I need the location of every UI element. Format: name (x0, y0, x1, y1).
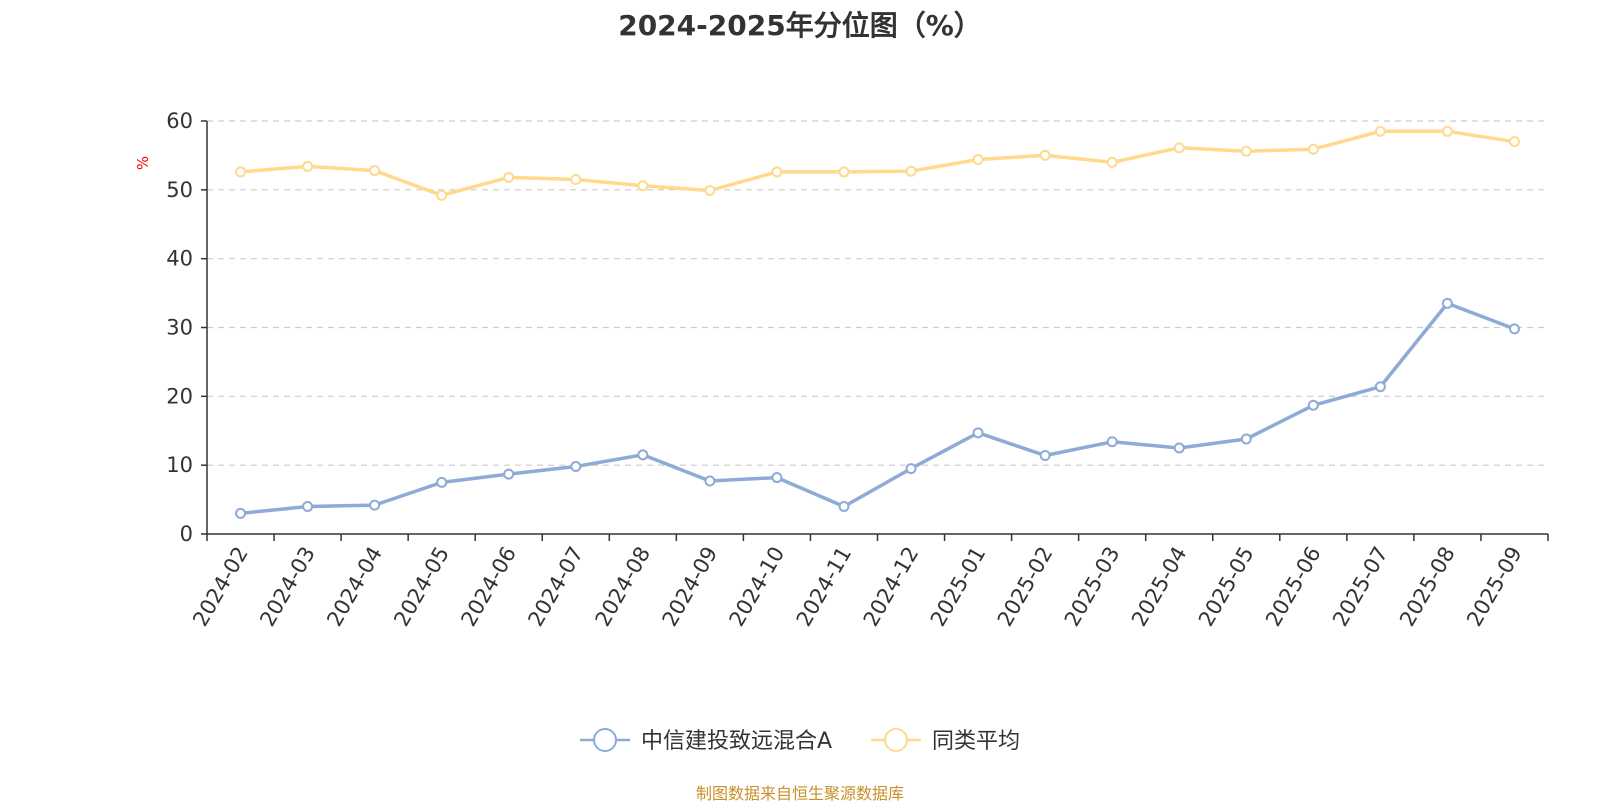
data-point[interactable] (1106, 156, 1118, 168)
x-tick-label: 2025-08 (1395, 543, 1460, 631)
x-tick-label: 2024-11 (792, 543, 857, 631)
x-tick-label: 2025-01 (926, 543, 991, 631)
chart-title: 2024-2025年分位图（%） (618, 9, 982, 42)
x-tick-label: 2024-06 (456, 543, 521, 631)
y-tick-label: 60 (166, 109, 193, 133)
legend[interactable]: 中信建投致远混合A 同类平均 (580, 728, 1020, 754)
data-point[interactable] (771, 472, 783, 484)
data-point[interactable] (1173, 142, 1185, 154)
data-point[interactable] (1106, 436, 1118, 448)
data-point[interactable] (1508, 136, 1520, 148)
y-axis-unit: % (134, 156, 152, 170)
data-point[interactable] (1307, 143, 1319, 155)
series-group (235, 125, 1520, 519)
data-point[interactable] (235, 166, 247, 178)
x-tick-label: 2024-10 (725, 543, 790, 631)
x-tick-label: 2025-05 (1194, 543, 1259, 631)
data-point[interactable] (436, 189, 448, 201)
data-point[interactable] (905, 165, 917, 177)
data-point[interactable] (905, 463, 917, 475)
data-point[interactable] (570, 174, 582, 186)
data-point[interactable] (1441, 297, 1453, 309)
data-point[interactable] (369, 499, 381, 511)
x-tick-label: 2024-09 (658, 543, 723, 631)
data-point[interactable] (1307, 399, 1319, 411)
data-point[interactable] (1441, 125, 1453, 137)
data-point[interactable] (1240, 433, 1252, 445)
legend-label-1[interactable]: 中信建投致远混合A (641, 729, 832, 754)
data-point[interactable] (302, 500, 314, 512)
data-point[interactable] (1508, 323, 1520, 335)
x-tick-label: 2024-08 (590, 543, 655, 631)
x-tick-label: 2024-07 (523, 543, 588, 631)
source-note: 制图数据来自恒生聚源数据库 (695, 784, 904, 803)
data-point[interactable] (1374, 125, 1386, 137)
data-point[interactable] (704, 185, 716, 197)
data-point[interactable] (503, 171, 515, 183)
data-point[interactable] (503, 468, 515, 480)
data-point[interactable] (1039, 450, 1051, 462)
series-line-1 (240, 301, 1516, 516)
data-point[interactable] (570, 461, 582, 473)
y-tick-label: 10 (166, 453, 193, 477)
data-point[interactable] (704, 475, 716, 487)
y-tick-label: 40 (166, 247, 193, 271)
x-tick-label: 2024-05 (389, 543, 454, 631)
x-tick-label: 2025-04 (1127, 543, 1192, 631)
data-point[interactable] (972, 427, 984, 439)
y-tick-label: 20 (166, 384, 193, 408)
legend-marker-icon[interactable] (884, 728, 908, 752)
data-point[interactable] (235, 507, 247, 519)
y-tick-label: 50 (166, 178, 193, 202)
x-tick-label: 2025-06 (1261, 543, 1326, 631)
x-tick-label: 2025-03 (1060, 543, 1125, 631)
data-point[interactable] (1039, 149, 1051, 161)
data-point[interactable] (1240, 145, 1252, 157)
x-tick-label: 2024-04 (322, 543, 387, 631)
y-tick-label: 30 (166, 316, 193, 340)
data-point[interactable] (637, 449, 649, 461)
legend-label-2[interactable]: 同类平均 (932, 729, 1020, 754)
data-point[interactable] (771, 166, 783, 178)
y-tick-label: 0 (180, 522, 193, 546)
data-point[interactable] (838, 500, 850, 512)
data-point[interactable] (369, 165, 381, 177)
data-point[interactable] (302, 160, 314, 172)
x-tick-label: 2024-03 (255, 543, 320, 631)
data-point[interactable] (436, 476, 448, 488)
x-tick-label: 2024-02 (188, 543, 253, 631)
x-tick-label: 2025-07 (1328, 543, 1393, 631)
x-tick-label: 2024-12 (859, 543, 924, 631)
series-line-2 (240, 129, 1515, 198)
data-point[interactable] (972, 154, 984, 166)
data-point[interactable] (838, 166, 850, 178)
legend-marker-icon[interactable] (593, 728, 617, 752)
x-tick-label: 2025-02 (993, 543, 1058, 631)
data-point[interactable] (637, 180, 649, 192)
x-tick-label: 2025-09 (1462, 543, 1527, 631)
data-point[interactable] (1374, 381, 1386, 393)
data-point[interactable] (1173, 442, 1185, 454)
